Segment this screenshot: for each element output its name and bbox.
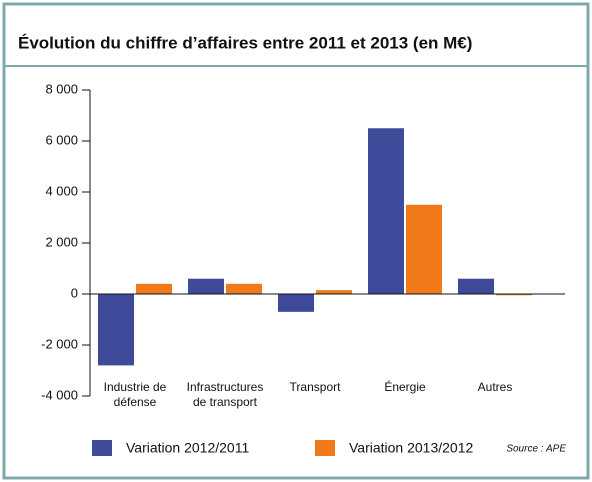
bar: [188, 278, 224, 294]
y-tick-label: 6 000: [45, 132, 78, 147]
bar: [278, 294, 314, 312]
legend-label: Variation 2012/2011: [126, 440, 249, 456]
bar: [226, 283, 262, 294]
bar: [98, 294, 134, 366]
x-tick-label: Infrastructures de transport: [186, 380, 264, 409]
y-tick-label: 8 000: [45, 81, 78, 96]
source: Source : APE: [506, 444, 566, 455]
y-tick-label: -4 000: [41, 387, 78, 402]
y-tick-label: -2 000: [41, 336, 78, 351]
y-tick-label: 2 000: [45, 234, 78, 249]
bar: [458, 278, 494, 294]
x-tick-label: Industrie de défense: [103, 380, 167, 409]
bar: [406, 204, 442, 294]
x-tick-label: Transport: [289, 380, 341, 394]
chart-title: Évolution du chiffre d’affaires entre 20…: [18, 33, 472, 52]
bar: [316, 290, 352, 294]
y-tick-label: 0: [71, 285, 78, 300]
legend-label: Variation 2013/2012: [349, 440, 473, 456]
x-tick-label: Énergie: [384, 380, 426, 394]
x-tick-label: Autres: [477, 380, 513, 394]
y-tick-label: 4 000: [45, 183, 78, 198]
bar: [136, 283, 172, 294]
bar: [496, 294, 532, 296]
bar: [368, 128, 404, 294]
legend-swatch: [315, 440, 335, 456]
legend-swatch: [92, 440, 112, 456]
